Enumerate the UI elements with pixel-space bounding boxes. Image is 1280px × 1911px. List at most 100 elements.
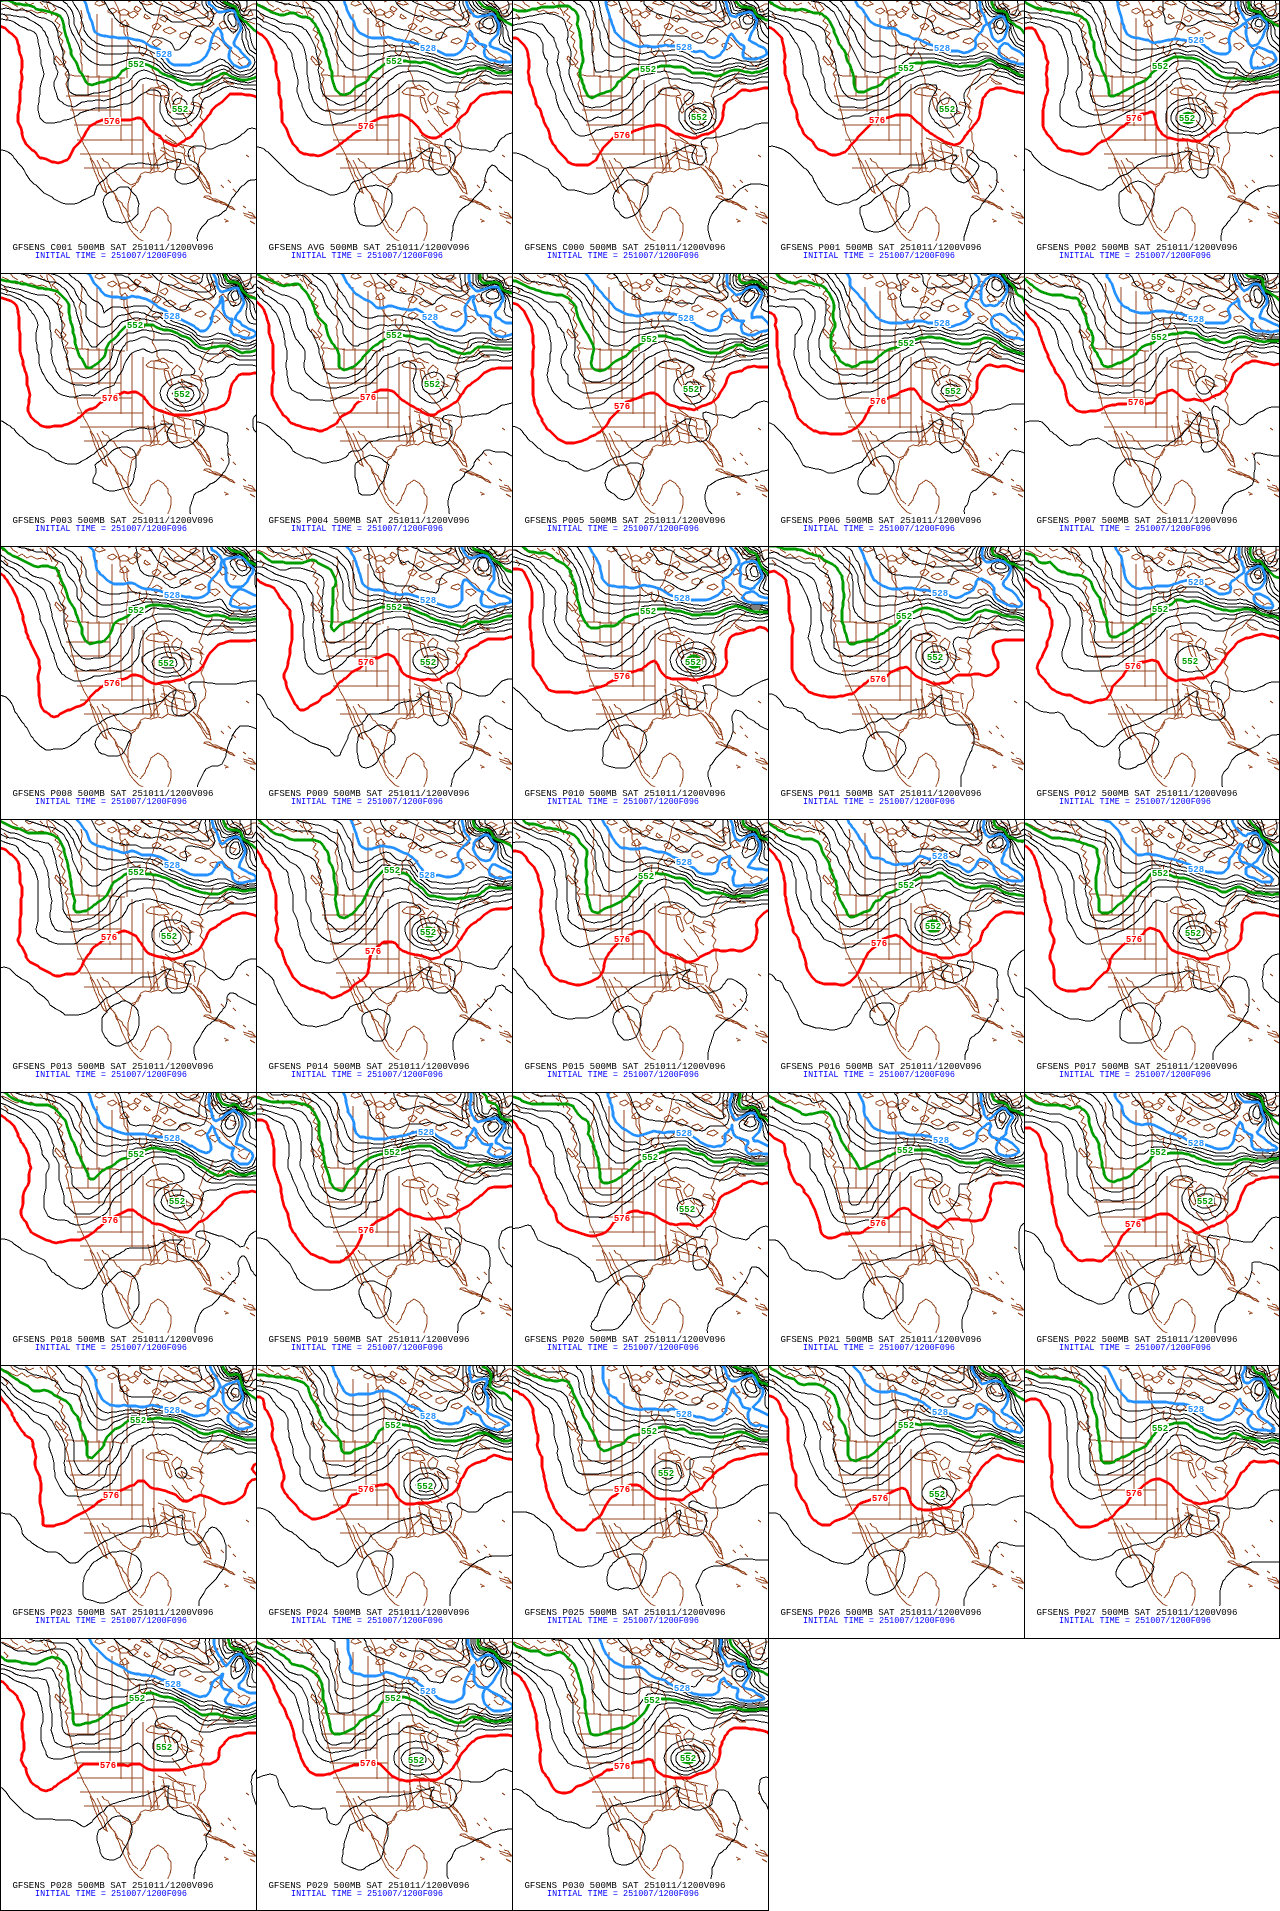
svg-text:INITIAL TIME = 251007/1200F096: INITIAL TIME = 251007/1200F096 [803, 1343, 955, 1353]
svg-text:INITIAL TIME = 251007/1200F096: INITIAL TIME = 251007/1200F096 [35, 797, 187, 807]
svg-text:528: 528 [932, 852, 948, 862]
svg-text:INITIAL TIME = 251007/1200F096: INITIAL TIME = 251007/1200F096 [35, 1343, 187, 1353]
svg-text:INITIAL TIME = 251007/1200F096: INITIAL TIME = 251007/1200F096 [547, 1343, 699, 1353]
svg-text:552: 552 [424, 380, 440, 390]
svg-text:GFSENS P006 500MB SAT 251011/1: GFSENS P006 500MB SAT 251011/1200V096 [781, 516, 982, 526]
svg-text:552: 552 [640, 65, 656, 75]
svg-text:552: 552 [658, 1469, 674, 1479]
svg-text:528: 528 [1188, 36, 1204, 46]
svg-text:576: 576 [870, 397, 886, 407]
svg-text:552: 552 [939, 105, 955, 115]
svg-text:552: 552 [691, 113, 707, 123]
svg-text:INITIAL TIME = 251007/1200F096: INITIAL TIME = 251007/1200F096 [803, 1070, 955, 1080]
svg-text:552: 552 [1197, 1197, 1213, 1207]
svg-text:552: 552 [945, 387, 961, 397]
svg-text:552: 552 [386, 331, 402, 341]
svg-text:576: 576 [104, 679, 120, 689]
svg-text:576: 576 [102, 394, 118, 404]
svg-text:552: 552 [640, 607, 656, 617]
svg-text:528: 528 [164, 312, 180, 322]
svg-text:552: 552 [897, 1146, 913, 1156]
svg-text:576: 576 [365, 947, 381, 957]
svg-text:INITIAL TIME = 251007/1200F096: INITIAL TIME = 251007/1200F096 [547, 524, 699, 534]
svg-text:528: 528 [420, 1687, 436, 1697]
svg-text:552: 552 [925, 922, 941, 932]
svg-text:INITIAL TIME = 251007/1200F096: INITIAL TIME = 251007/1200F096 [291, 1889, 443, 1899]
svg-text:528: 528 [419, 871, 435, 881]
svg-text:GFSENS P014 500MB SAT 251011/1: GFSENS P014 500MB SAT 251011/1200V096 [269, 1062, 470, 1072]
svg-text:552: 552 [1151, 333, 1167, 343]
svg-text:INITIAL TIME = 251007/1200F096: INITIAL TIME = 251007/1200F096 [1059, 797, 1211, 807]
svg-text:576: 576 [614, 1485, 630, 1495]
svg-text:GFSENS P015 500MB SAT 251011/1: GFSENS P015 500MB SAT 251011/1200V096 [525, 1062, 726, 1072]
svg-text:528: 528 [934, 319, 950, 329]
svg-text:576: 576 [872, 1494, 888, 1504]
svg-text:INITIAL TIME = 251007/1200F096: INITIAL TIME = 251007/1200F096 [1059, 1343, 1211, 1353]
svg-text:GFSENS P007 500MB SAT 251011/1: GFSENS P007 500MB SAT 251011/1200V096 [1037, 516, 1238, 526]
svg-text:576: 576 [358, 658, 374, 668]
svg-text:576: 576 [358, 122, 374, 132]
svg-text:552: 552 [641, 335, 657, 345]
svg-text:576: 576 [614, 1214, 630, 1224]
svg-text:INITIAL TIME = 251007/1200F096: INITIAL TIME = 251007/1200F096 [35, 251, 187, 261]
svg-text:576: 576 [614, 935, 630, 945]
svg-text:GFSENS P024 500MB SAT 251011/1: GFSENS P024 500MB SAT 251011/1200V096 [269, 1608, 470, 1618]
svg-text:GFSENS P012 500MB SAT 251011/1: GFSENS P012 500MB SAT 251011/1200V096 [1037, 789, 1238, 799]
svg-text:528: 528 [420, 44, 436, 54]
svg-text:INITIAL TIME = 251007/1200F096: INITIAL TIME = 251007/1200F096 [291, 1070, 443, 1080]
svg-text:INITIAL TIME = 251007/1200F096: INITIAL TIME = 251007/1200F096 [803, 1616, 955, 1626]
svg-text:INITIAL TIME = 251007/1200F096: INITIAL TIME = 251007/1200F096 [291, 524, 443, 534]
svg-text:GFSENS P019 500MB SAT 251011/1: GFSENS P019 500MB SAT 251011/1200V096 [269, 1335, 470, 1345]
svg-text:552: 552 [386, 603, 402, 613]
svg-text:GFSENS P023 500MB SAT 251011/1: GFSENS P023 500MB SAT 251011/1200V096 [13, 1608, 214, 1618]
svg-text:INITIAL TIME = 251007/1200F096: INITIAL TIME = 251007/1200F096 [291, 1343, 443, 1353]
svg-text:528: 528 [674, 594, 690, 604]
svg-text:528: 528 [934, 44, 950, 54]
svg-text:576: 576 [871, 939, 887, 949]
svg-text:576: 576 [614, 131, 630, 141]
svg-text:576: 576 [870, 1219, 886, 1229]
svg-text:GFSENS P016 500MB SAT 251011/1: GFSENS P016 500MB SAT 251011/1200V096 [781, 1062, 982, 1072]
svg-text:INITIAL TIME = 251007/1200F096: INITIAL TIME = 251007/1200F096 [803, 797, 955, 807]
svg-text:552: 552 [172, 105, 188, 115]
svg-text:552: 552 [417, 1482, 433, 1492]
svg-text:552: 552 [128, 606, 144, 616]
svg-text:552: 552 [420, 658, 436, 668]
svg-text:INITIAL TIME = 251007/1200F096: INITIAL TIME = 251007/1200F096 [291, 1616, 443, 1626]
svg-text:552: 552 [1152, 1424, 1168, 1434]
svg-text:GFSENS P009 500MB SAT 251011/1: GFSENS P009 500MB SAT 251011/1200V096 [269, 789, 470, 799]
svg-text:GFSENS C001 500MB SAT 251011/1: GFSENS C001 500MB SAT 251011/1200V096 [13, 243, 214, 253]
svg-text:528: 528 [676, 43, 692, 53]
svg-text:576: 576 [104, 117, 120, 127]
svg-text:576: 576 [1126, 935, 1142, 945]
svg-text:528: 528 [1188, 1139, 1204, 1149]
svg-text:576: 576 [102, 1216, 118, 1226]
svg-text:552: 552 [898, 64, 914, 74]
svg-text:552: 552 [642, 1153, 658, 1163]
svg-text:528: 528 [1188, 578, 1204, 588]
svg-text:INITIAL TIME = 251007/1200F096: INITIAL TIME = 251007/1200F096 [291, 251, 443, 261]
svg-text:552: 552 [1150, 1148, 1166, 1158]
svg-text:GFSENS P029 500MB SAT 251011/1: GFSENS P029 500MB SAT 251011/1200V096 [269, 1881, 470, 1891]
svg-text:576: 576 [360, 1759, 376, 1769]
svg-text:GFSENS P008 500MB SAT 251011/1: GFSENS P008 500MB SAT 251011/1200V096 [13, 789, 214, 799]
svg-text:INITIAL TIME = 251007/1200F096: INITIAL TIME = 251007/1200F096 [35, 1616, 187, 1626]
svg-text:552: 552 [683, 385, 699, 395]
svg-text:576: 576 [614, 402, 630, 412]
svg-text:528: 528 [932, 1408, 948, 1418]
svg-text:552: 552 [384, 866, 400, 876]
svg-text:552: 552 [128, 868, 144, 878]
svg-text:576: 576 [1125, 662, 1141, 672]
svg-text:552: 552 [927, 653, 943, 663]
svg-text:528: 528 [676, 858, 692, 868]
svg-text:INITIAL TIME = 251007/1200F096: INITIAL TIME = 251007/1200F096 [547, 1889, 699, 1899]
svg-text:552: 552 [156, 1743, 172, 1753]
svg-text:576: 576 [1126, 114, 1142, 124]
svg-text:552: 552 [420, 928, 436, 938]
svg-text:528: 528 [164, 1406, 180, 1416]
svg-text:GFSENS P003 500MB SAT 251011/1: GFSENS P003 500MB SAT 251011/1200V096 [13, 516, 214, 526]
svg-text:552: 552 [898, 881, 914, 891]
svg-text:GFSENS P025 500MB SAT 251011/1: GFSENS P025 500MB SAT 251011/1200V096 [525, 1608, 726, 1618]
svg-text:552: 552 [130, 1416, 146, 1426]
svg-text:INITIAL TIME = 251007/1200F096: INITIAL TIME = 251007/1200F096 [547, 251, 699, 261]
